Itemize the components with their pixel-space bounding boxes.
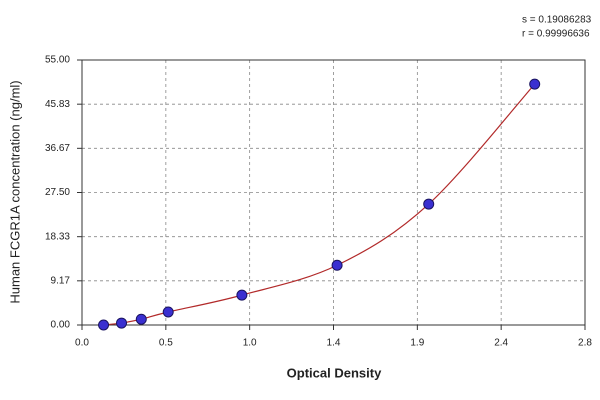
y-tick-label: 0.00 <box>51 320 71 331</box>
point <box>116 317 128 329</box>
x-tick-label: 1.9 <box>410 338 424 349</box>
y-tick-label: 36.67 <box>45 143 70 154</box>
annotation: s = 0.19086283 <box>522 15 592 26</box>
y-tick-label: 18.33 <box>45 231 70 242</box>
point <box>135 313 147 325</box>
point <box>236 289 248 301</box>
point <box>162 306 174 318</box>
x-axis-label: Optical Density <box>287 365 382 380</box>
x-tick-label: 2.4 <box>494 338 508 349</box>
plot-frame <box>81 59 586 326</box>
annotation: r = 0.99996636 <box>522 29 590 40</box>
y-tick-label: 27.50 <box>45 187 70 198</box>
point <box>423 198 435 210</box>
x-tick-label: 1.0 <box>243 338 257 349</box>
y-tick-label: 45.83 <box>45 99 70 110</box>
point <box>98 319 110 331</box>
x-tick-label: 1.4 <box>327 338 341 349</box>
x-tick-label: 2.8 <box>578 338 592 349</box>
y-tick-label: 55.00 <box>45 55 70 66</box>
y-tick-label: 9.17 <box>51 275 71 286</box>
x-tick-label: 0.0 <box>75 338 89 349</box>
y-axis-label: Human FCGR1A concentration (ng/ml) <box>7 80 22 303</box>
x-tick-label: 0.5 <box>159 338 173 349</box>
point <box>331 259 343 271</box>
point <box>529 78 541 90</box>
